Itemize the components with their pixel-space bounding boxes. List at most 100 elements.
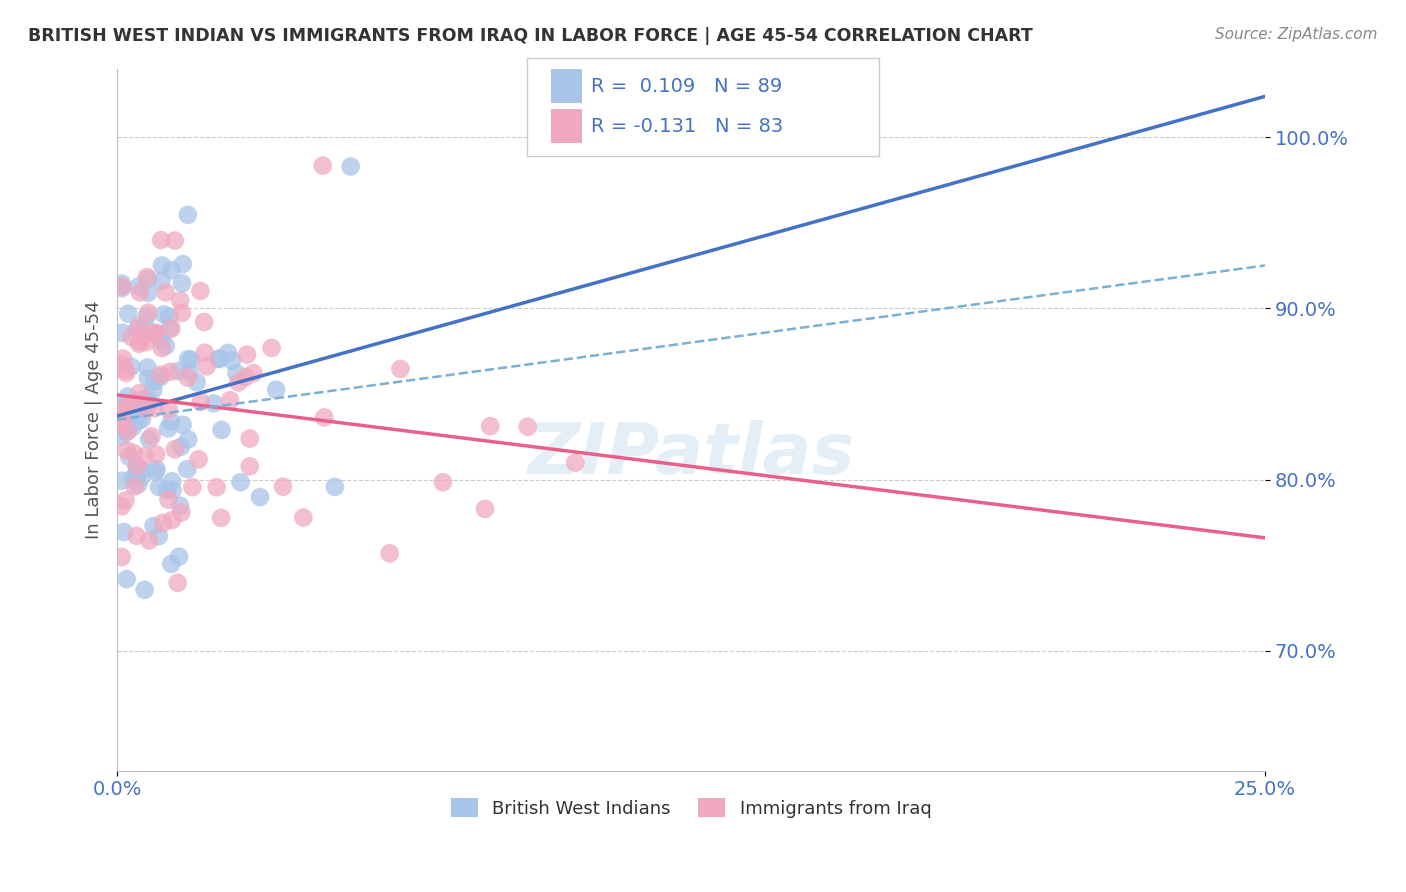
Point xyxy=(150,334,173,348)
Point xyxy=(128,336,150,351)
Point xyxy=(211,423,233,437)
Point xyxy=(564,456,586,470)
Point xyxy=(143,326,166,341)
Point xyxy=(114,401,136,415)
Point xyxy=(150,274,173,288)
Point xyxy=(135,270,157,285)
Point xyxy=(153,307,176,321)
Point xyxy=(186,376,208,390)
Point xyxy=(111,397,134,411)
Point xyxy=(194,346,217,360)
Point xyxy=(111,549,134,564)
Point xyxy=(128,279,150,293)
Point xyxy=(516,419,538,434)
Point xyxy=(169,499,191,513)
Point xyxy=(145,462,167,476)
Point xyxy=(264,383,287,397)
Point xyxy=(135,335,157,350)
Point xyxy=(111,281,134,295)
Point xyxy=(122,420,145,434)
Point xyxy=(145,326,167,340)
Point xyxy=(150,259,173,273)
Point xyxy=(208,352,231,367)
Point xyxy=(146,327,169,342)
Point xyxy=(111,408,134,422)
Point xyxy=(128,319,150,334)
Point xyxy=(111,417,134,431)
Point xyxy=(479,419,502,434)
Point xyxy=(115,425,138,439)
Point xyxy=(225,367,247,381)
Point xyxy=(125,529,148,543)
Point xyxy=(138,432,160,446)
Point xyxy=(111,500,134,514)
Point xyxy=(271,480,294,494)
Point xyxy=(339,160,361,174)
Point xyxy=(176,462,198,476)
Point xyxy=(159,365,181,379)
Point xyxy=(117,424,139,438)
Point xyxy=(160,263,183,277)
Point xyxy=(378,546,401,560)
Point xyxy=(170,306,193,320)
Point xyxy=(134,320,156,334)
Point xyxy=(474,502,496,516)
Point xyxy=(157,421,180,435)
Point xyxy=(228,376,250,390)
Point xyxy=(142,519,165,533)
Point xyxy=(128,386,150,401)
Point xyxy=(138,395,160,409)
Point xyxy=(229,475,252,490)
Point xyxy=(160,513,183,527)
Point xyxy=(125,469,148,483)
Point xyxy=(155,339,177,353)
Point xyxy=(209,511,232,525)
Point xyxy=(160,557,183,571)
Point xyxy=(163,442,186,457)
Point xyxy=(111,474,134,488)
Point xyxy=(195,359,218,374)
Point xyxy=(111,414,134,428)
Point xyxy=(111,277,134,291)
Point xyxy=(172,417,194,432)
Point xyxy=(260,341,283,355)
Point xyxy=(208,351,231,366)
Point xyxy=(239,459,262,474)
Point xyxy=(181,480,204,494)
Point xyxy=(112,400,135,414)
Point xyxy=(129,334,152,349)
Point xyxy=(219,393,242,408)
Point xyxy=(134,392,156,407)
Point xyxy=(111,430,134,444)
Point xyxy=(142,383,165,397)
Point xyxy=(136,306,159,320)
Point xyxy=(148,529,170,543)
Point xyxy=(155,285,177,300)
Point xyxy=(239,432,262,446)
Point xyxy=(121,330,143,344)
Point xyxy=(121,402,143,417)
Point xyxy=(149,370,172,384)
Point xyxy=(162,483,184,498)
Point xyxy=(159,321,181,335)
Point xyxy=(150,233,173,247)
Point xyxy=(148,480,170,494)
Point xyxy=(169,293,191,308)
Point xyxy=(135,391,157,405)
Point xyxy=(177,352,200,367)
Point xyxy=(242,366,264,380)
Point xyxy=(160,415,183,429)
Point xyxy=(314,410,336,425)
Point xyxy=(170,277,193,291)
Point xyxy=(176,370,198,384)
Point xyxy=(217,346,239,360)
Point xyxy=(160,475,183,489)
Point xyxy=(156,483,179,498)
Point xyxy=(143,401,166,416)
Point xyxy=(121,471,143,485)
Point xyxy=(145,447,167,461)
Point xyxy=(128,285,150,300)
Text: ZIPatlas: ZIPatlas xyxy=(527,420,855,489)
Point xyxy=(111,358,134,372)
Point xyxy=(179,364,201,378)
